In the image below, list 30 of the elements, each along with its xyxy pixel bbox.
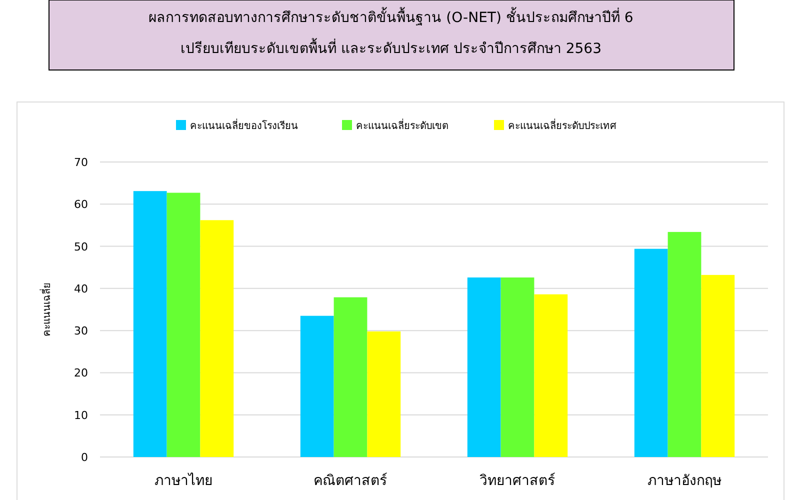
y-axis-title: คะแนนเฉลี่ย <box>39 282 53 336</box>
y-tick-label: 20 <box>74 366 88 380</box>
bar <box>534 294 568 457</box>
chart-title: ผลการทดสอบทางการศึกษาระดับชาติขั้นพื้นฐาน (O-NET) ชั้นประถมศึกษาปีที่ 6 <box>148 7 634 26</box>
bar <box>133 191 167 457</box>
y-tick-label: 40 <box>74 282 88 296</box>
bar <box>200 220 234 457</box>
bar <box>300 316 334 457</box>
bar <box>367 331 401 457</box>
bar <box>500 277 534 457</box>
y-tick-label: 60 <box>74 198 88 212</box>
y-tick-label: 50 <box>74 240 88 254</box>
x-tick-label: คณิตศาสตร์ <box>314 472 388 489</box>
bar <box>467 277 501 457</box>
bar <box>701 274 735 457</box>
legend-label: คะแนนเฉลี่ยของโรงเรียน <box>190 118 298 132</box>
x-tick-label: วิทยาศาสตร์ <box>480 472 556 489</box>
x-tick-label: ภาษาอังกฤษ <box>648 473 722 489</box>
bar <box>334 297 368 457</box>
y-tick-label: 70 <box>74 156 88 169</box>
y-tick-label: 30 <box>74 324 88 338</box>
bar <box>166 192 200 457</box>
legend-label: คะแนนเฉลี่ยระดับประเทศ <box>508 118 617 132</box>
bar <box>634 248 668 457</box>
chart-subtitle: เปรียบเทียบระดับเขตพื้นที่ และระดับประเทศ ประจำปีการศึกษา 2563 <box>180 38 602 57</box>
y-tick-label: 10 <box>74 408 88 422</box>
x-tick-label: ภาษาไทย <box>154 472 212 489</box>
y-tick-label: 0 <box>81 451 88 464</box>
legend-label: คะแนนเฉลี่ยระดับเขต <box>356 118 448 132</box>
bar <box>668 232 702 457</box>
